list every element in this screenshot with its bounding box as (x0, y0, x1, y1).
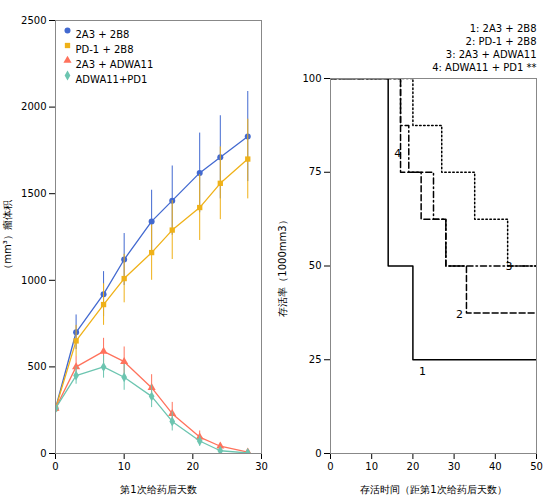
svg-text:1500: 1500 (21, 188, 46, 199)
svg-text:0: 0 (327, 461, 333, 472)
svg-text:0: 0 (52, 461, 58, 472)
svg-text:4: 4 (394, 147, 401, 160)
svg-text:30: 30 (448, 461, 461, 472)
svg-text:20: 20 (407, 461, 420, 472)
svg-text:ADWA11+PD1: ADWA11+PD1 (76, 74, 148, 85)
svg-text:10: 10 (118, 461, 131, 472)
svg-text:1: 2A3 + 2B82: PD-1 + 2B83: 2A: 1: 2A3 + 2B82: PD-1 + 2B83: 2A3 + ADWA11… (432, 23, 536, 73)
svg-text:50: 50 (309, 260, 322, 271)
svg-text:75: 75 (309, 166, 322, 177)
svg-text:PD-1 + 2B8: PD-1 + 2B8 (76, 44, 134, 55)
svg-text:10: 10 (365, 461, 378, 472)
svg-text:第1次给药后天数: 第1次给药后天数 (120, 484, 196, 495)
svg-text:30: 30 (255, 461, 268, 472)
svg-text:2A3 + ADWA11: 2A3 + ADWA11 (76, 59, 154, 70)
svg-text:2A3 + 2B8: 2A3 + 2B8 (76, 29, 130, 40)
svg-text:25: 25 (309, 354, 322, 365)
svg-text:3: 3 (506, 260, 513, 273)
svg-text:2500: 2500 (21, 15, 46, 26)
svg-text:40: 40 (489, 461, 502, 472)
svg-text:50: 50 (530, 461, 543, 472)
svg-text:存活率（1000mm3）: 存活率（1000mm3） (277, 215, 288, 316)
svg-text:（mm³）瘤体积: （mm³）瘤体积 (2, 200, 13, 274)
svg-text:20: 20 (186, 461, 199, 472)
svg-text:100: 100 (302, 73, 321, 84)
svg-text:0: 0 (40, 448, 46, 459)
svg-text:500: 500 (27, 361, 46, 372)
svg-text:0: 0 (315, 448, 321, 459)
svg-text:2000: 2000 (21, 101, 46, 112)
svg-text:1000: 1000 (21, 275, 46, 286)
svg-text:2: 2 (456, 308, 463, 321)
svg-text:1: 1 (419, 365, 426, 378)
svg-text:存活时间（距第1次给药后天数）: 存活时间（距第1次给药后天数） (360, 484, 506, 495)
